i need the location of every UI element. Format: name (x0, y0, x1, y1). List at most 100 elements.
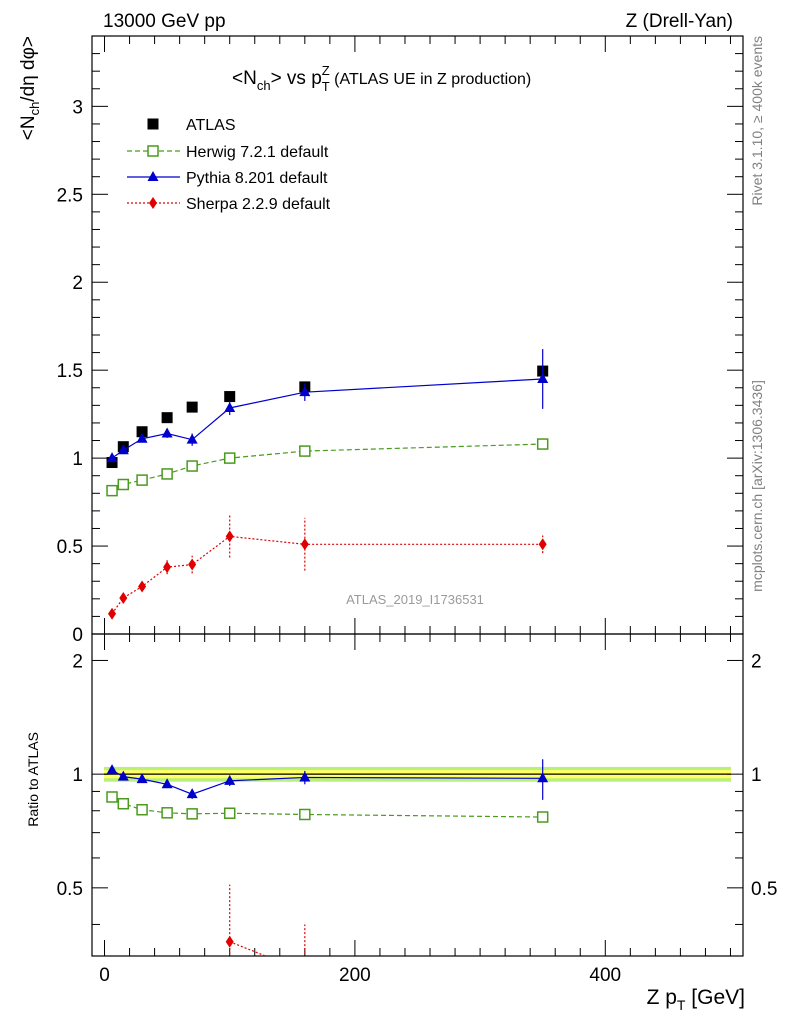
legend-label-1: Herwig 7.2.1 default (186, 144, 329, 161)
main-series-1-point (106, 484, 118, 497)
ratio-series-1-point (299, 771, 311, 782)
analysis-watermark: ATLAS_2019_I1736531 (346, 592, 484, 607)
ratio-series-1-point (224, 774, 236, 785)
main-series-1-point (136, 474, 148, 486)
main-series-3-point (225, 530, 234, 543)
ratio-series-1-point (117, 770, 129, 781)
ratio-series-2-point (301, 966, 309, 978)
legend-entry-1: Herwig 7.2.1 default (127, 144, 329, 161)
main-series-0-point (106, 457, 118, 469)
main-series-2-point (224, 401, 236, 412)
main-series-2 (106, 349, 549, 463)
main-series-1-point (161, 468, 173, 480)
main-series-1-point (536, 438, 549, 450)
main-series-0-point (161, 412, 173, 424)
y-tick-label: 2 (72, 273, 83, 294)
ratio-series-0 (106, 791, 549, 823)
main-series-3-point (188, 558, 197, 571)
main-series-3 (108, 515, 547, 620)
legend-label-2: Pythia 8.201 default (186, 170, 328, 187)
main-series-0 (106, 365, 549, 469)
x-axis-label: Z pT [GeV] (647, 986, 745, 1013)
x-tick-label: 200 (339, 965, 371, 986)
ratio-series-0-point (186, 808, 198, 820)
ratio-series-1-point (186, 788, 198, 799)
legend-marker-1 (147, 145, 159, 157)
ratio-series-1-point (136, 773, 148, 784)
ratio-y-tick-label-left: 2 (72, 651, 83, 672)
ratio-y-tick-label-right: 0.5 (751, 879, 777, 900)
ratio-panel: 0.5 0.5 1 1 2 2 0 200 400 Ratio to ATLAS Z pT [GeV… (25, 633, 777, 1013)
y-tick-label: 3 (72, 97, 83, 118)
ratio-series-0-line (111, 796, 543, 818)
ratio-series-0-point (299, 808, 311, 821)
mcplots-label: mcplots.cern.ch [arXiv:1306.3436] (749, 380, 765, 592)
legend-marker-2 (147, 171, 159, 181)
ratio-y-tick-label-right: 2 (751, 651, 762, 672)
ratio-series-1-point (161, 778, 173, 789)
main-series-3-point (300, 538, 309, 551)
y-tick-label: 0 (72, 625, 83, 646)
ratio-series-2 (225, 884, 309, 978)
legend-marker-3 (149, 197, 157, 209)
main-series-3-line (111, 535, 543, 615)
main-y-axis-label: <Nch/dη dφ> (18, 36, 42, 140)
main-series-1-point (299, 445, 311, 457)
header-left: 13000 GeV pp (103, 11, 226, 32)
main-series-2-point (537, 372, 549, 383)
main-series-3-point (538, 538, 547, 551)
legend-entry-3: Sherpa 2.2.9 default (127, 196, 331, 213)
chart-title: <Nch> vs pTZ (ATLAS UE in Z production) (232, 63, 531, 94)
ratio-series-0-point (117, 797, 130, 810)
header-right: Z (Drell-Yan) (626, 11, 733, 32)
main-series-2-line (111, 378, 543, 459)
main-series-3-point (163, 561, 172, 574)
ratio-series-1-point (537, 772, 549, 783)
main-series-3-point (119, 591, 128, 604)
main-series-1-point (117, 478, 130, 491)
legend-entry-2: Pythia 8.201 default (127, 170, 328, 187)
ratio-series-1-point (106, 764, 118, 775)
ratio-series-0-point (136, 803, 148, 816)
legend-label-3: Sherpa 2.2.9 default (186, 196, 331, 213)
main-series-2-point (106, 452, 118, 463)
main-series-2-point (117, 444, 129, 455)
main-series-1-point (223, 452, 236, 464)
legend-entry-0: ATLAS (147, 117, 236, 134)
ratio-series-0-point (161, 807, 173, 819)
ratio-series-0-point (106, 791, 118, 803)
ratio-frame (91, 633, 744, 957)
y-tick-label: 1.5 (57, 361, 83, 382)
legend-label-0: ATLAS (186, 117, 236, 134)
main-series-0-point (224, 391, 236, 403)
ratio-series-2-point (225, 935, 234, 948)
ratio-y-tick-label-right: 1 (751, 765, 762, 786)
ratio-y-tick-label-left: 0.5 (57, 879, 83, 900)
ratio-y-axis-label: Ratio to ATLAS (25, 732, 41, 827)
x-tick-label: 400 (589, 965, 621, 986)
legend-marker-0 (147, 118, 159, 130)
main-series-2-point (161, 427, 173, 438)
main-series-2-point (186, 433, 198, 444)
ratio-y-tick-label-left: 1 (72, 765, 83, 786)
main-panel: 0 0.5 1 1.5 2 2.5 3 <Nch/dη dφ> <Nch> vs pTZ (AT… (18, 35, 744, 646)
main-series-3-point (108, 607, 117, 620)
main-series-1 (106, 438, 549, 497)
y-tick-label: 0.5 (57, 537, 83, 558)
main-series-3-point (138, 580, 147, 593)
y-tick-label: 2.5 (57, 185, 83, 206)
main-series-0-point (186, 401, 198, 413)
y-tick-label: 1 (72, 449, 83, 470)
rivet-label: Rivet 3.1.10, ≥ 400k events (749, 36, 765, 206)
main-series-1-line (111, 443, 543, 492)
main-series-0-point (136, 426, 148, 438)
ratio-series-2-line (229, 941, 268, 956)
x-tick-label: 0 (99, 965, 110, 986)
ratio-series-1 (106, 759, 549, 800)
ratio-series-0-point (223, 807, 236, 819)
main-series-2-point (136, 432, 148, 443)
main-series-1-point (186, 460, 198, 472)
ratio-series-0-point (536, 811, 549, 823)
main-series-2-point (299, 386, 311, 397)
